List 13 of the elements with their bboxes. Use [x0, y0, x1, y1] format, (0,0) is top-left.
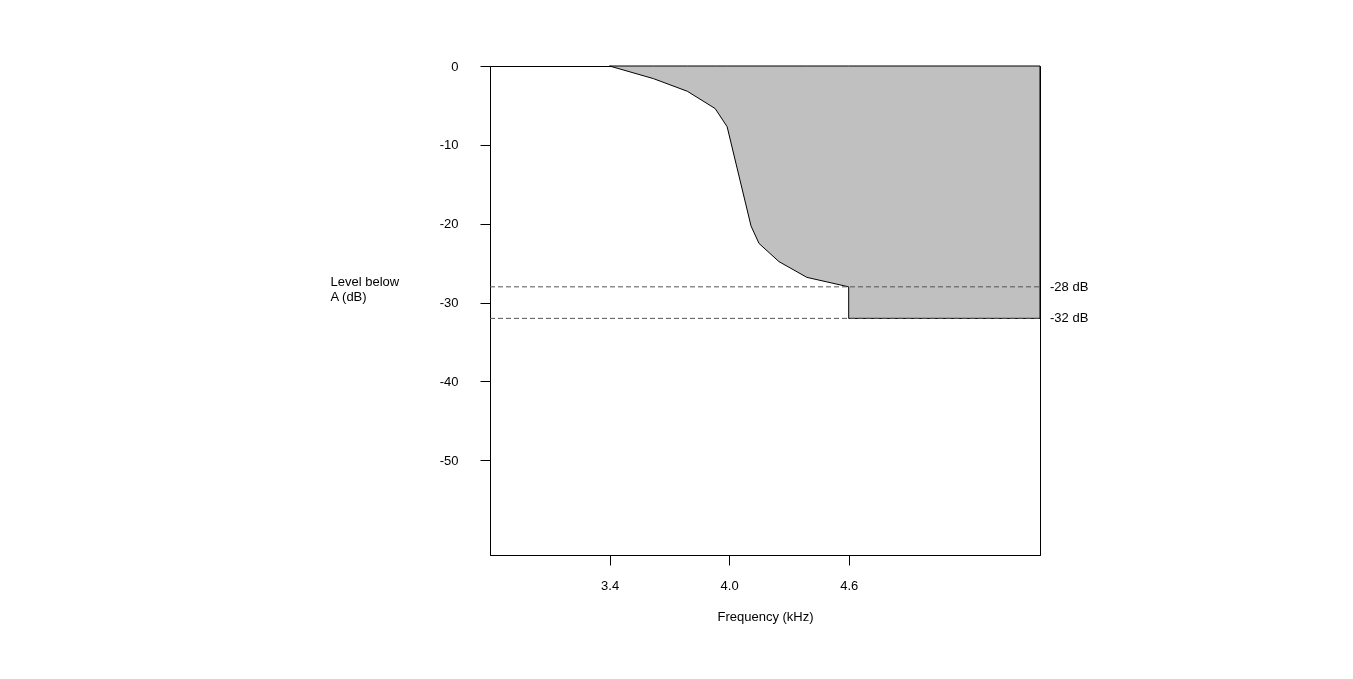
- ref-line-label: -28 dB: [1050, 278, 1089, 294]
- y-tick-label: -40: [439, 373, 459, 389]
- y-tick-label: -30: [439, 295, 459, 311]
- y-axis-title: Level below A (dB): [330, 273, 400, 304]
- x-tick-label: 4.6: [840, 577, 859, 593]
- y-tick-label: 0: [451, 58, 459, 74]
- y-tick-label: -50: [439, 452, 459, 468]
- y-tick-label: -20: [439, 216, 459, 232]
- y-tick-label: -10: [439, 137, 459, 153]
- x-axis-title: Frequency (kHz): [717, 608, 814, 624]
- x-tick-label: 4.0: [720, 577, 739, 593]
- x-tick-label: 3.4: [601, 577, 620, 593]
- ref-line-label: -32 dB: [1050, 310, 1089, 326]
